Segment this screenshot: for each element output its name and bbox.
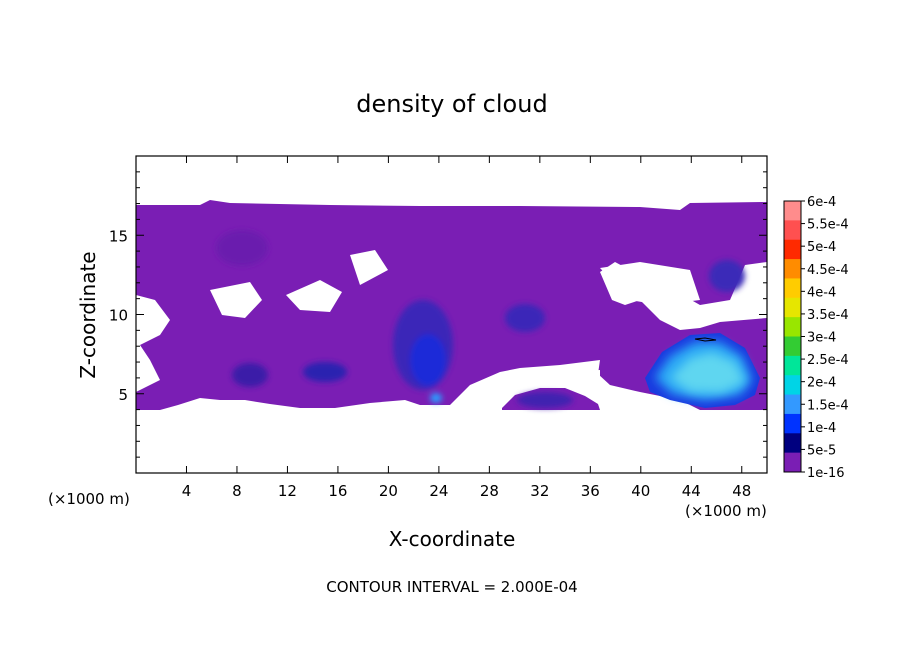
y-axis: 5 10 15 [109,171,767,458]
hole-mid [286,280,342,312]
x-unit-left: (×1000 m) [48,490,130,508]
cloud-region-upper [136,200,767,410]
x-axis: 4 8 12 16 20 24 28 32 36 40 44 48 [182,156,751,500]
colorbar-label: 1e-4 [807,421,836,436]
colorbar-swatch [784,375,801,396]
x-tick-label: 8 [232,482,242,500]
colorbar-swatch [784,433,801,454]
colorbar-swatch [784,259,801,279]
colorbar-label: 5.5e-4 [807,218,849,233]
core-x9 [232,363,268,387]
colorbar-swatch [784,278,801,299]
right-cloud-contour [694,337,717,342]
y-axis-label: Z-coordinate [76,251,100,378]
colorbar-swatch [784,201,801,221]
contour-interval-note: CONTOUR INTERVAL = 2.000E-04 [326,578,577,596]
right-cloud [645,333,760,408]
colorbar-label: 4e-4 [807,285,836,300]
colorbar-label: 5e-5 [807,443,836,458]
right-cloud-core [670,352,745,393]
colorbar-swatch [784,336,801,357]
colorbar-label: 6e-4 [807,195,836,210]
holes [210,250,700,395]
x-tick-label: 28 [480,482,499,500]
colorbar-label: 1.5e-4 [807,398,849,413]
y-tick-label: 5 [118,386,128,404]
colorbar-swatch [784,220,801,241]
x-unit-right: (×1000 m) [685,502,767,520]
colorbar-swatch [784,452,801,473]
x-tick-label: 32 [530,482,549,500]
core-x32 [517,392,573,408]
hole-left [210,282,262,318]
core-x8 [216,230,268,266]
y-tick-label: 15 [109,227,128,245]
hole-right [600,262,700,305]
colorbar-label: 3.5e-4 [807,308,849,323]
core-x47 [709,260,745,292]
colorbar-swatch [784,394,801,415]
core-x15 [303,362,347,382]
colorbar-label: 1e-16 [807,466,845,481]
chart-title: density of cloud [356,90,547,118]
x-tick-label: 4 [182,482,192,500]
colorbar-swatch [784,297,801,318]
colorbar-swatch [784,413,801,434]
colorbar-label: 2e-4 [807,376,836,391]
hole-gap [350,250,388,285]
colorbar-label: 3e-4 [807,331,836,346]
y-tick-label: 10 [109,307,128,325]
x-tick-label: 20 [379,482,398,500]
x-tick-label: 24 [429,482,448,500]
x-tick-label: 12 [278,482,297,500]
colorbar-label: 2.5e-4 [807,353,849,368]
colorbar-label: 4.5e-4 [807,263,849,278]
core-x30 [505,304,545,332]
x-axis-label: X-coordinate [389,527,516,551]
core-x23-in [410,334,446,386]
hole-bottom-band [470,370,600,395]
colorbar-swatch [784,239,801,260]
x-tick-label: 44 [682,482,701,500]
colorbar: 6e-4 5.5e-4 5e-4 4.5e-4 4e-4 3.5e-4 3e-4 2.5e-4… [783,195,849,481]
heatmap-field [136,200,767,410]
density-cores [216,230,745,408]
x-tick-label: 40 [631,482,650,500]
core-x24 [430,393,442,403]
x-tick-label: 48 [732,482,751,500]
colorbar-label: 5e-4 [807,240,836,255]
x-tick-label: 16 [328,482,347,500]
colorbar-swatch [784,355,801,376]
colorbar-swatch [784,317,801,337]
x-tick-label: 36 [581,482,600,500]
